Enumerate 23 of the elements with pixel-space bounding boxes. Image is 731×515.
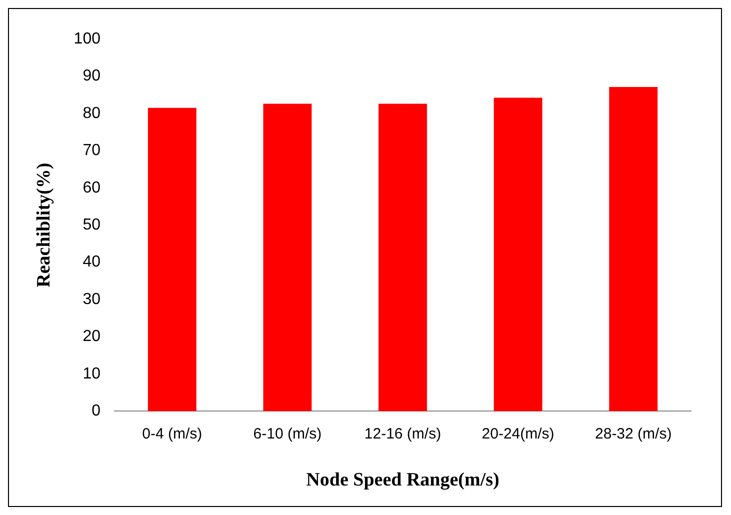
x-tick-label: 20-24(m/s)	[482, 425, 554, 442]
bar	[378, 104, 427, 412]
x-tick-label: 6-10 (m/s)	[253, 425, 322, 442]
y-axis-title: Reachiblity(%)	[33, 162, 54, 288]
y-tick-label: 80	[82, 104, 101, 122]
y-tick-label: 30	[82, 290, 101, 308]
bar	[494, 98, 542, 412]
y-tick-label: 60	[82, 179, 101, 196]
y-tick-label: 40	[82, 254, 101, 271]
x-axis-title: Node Speed Range(m/s)	[306, 470, 500, 491]
bar	[263, 104, 312, 412]
x-tick-label: 12-16 (m/s)	[364, 425, 442, 442]
y-tick-label: 70	[82, 142, 101, 160]
x-tick-label: 0-4 (m/s)	[142, 425, 202, 442]
y-tick-label: 90	[82, 68, 101, 85]
x-tick-label: 28-32 (m/s)	[595, 425, 672, 442]
bar	[148, 108, 196, 412]
y-tick-label: 100	[74, 30, 101, 48]
y-tick-label: 50	[82, 216, 101, 234]
bar	[609, 87, 658, 412]
y-tick-label: 0	[92, 402, 101, 420]
y-tick-label: 20	[82, 328, 101, 346]
y-tick-label: 10	[82, 365, 101, 382]
